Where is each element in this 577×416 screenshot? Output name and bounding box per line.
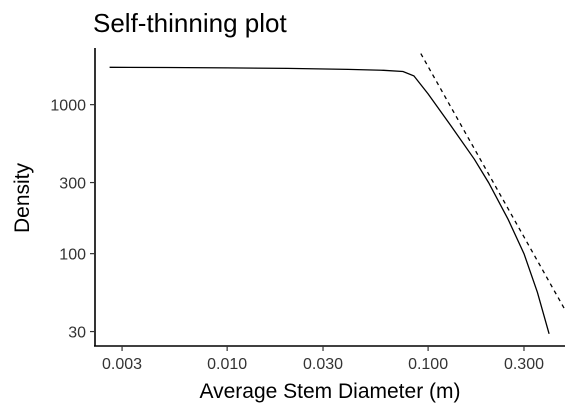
y-tick-label: 30 <box>68 325 86 342</box>
series-solid-line <box>109 66 550 334</box>
y-tick-label: 1000 <box>50 98 86 115</box>
x-axis-title: Average Stem Diameter (m) <box>199 380 460 403</box>
x-axis-ticks: 0.003 0.010 0.030 0.100 0.300 <box>102 346 544 373</box>
chart-title: Self-thinning plot <box>93 8 287 38</box>
plot-area <box>109 53 566 334</box>
x-tick-label: 0.010 <box>207 356 247 373</box>
x-tick-label: 0.100 <box>408 356 448 373</box>
x-tick-label: 0.300 <box>504 356 544 373</box>
y-tick-label: 100 <box>59 247 86 264</box>
y-axis-ticks: 30 100 300 1000 <box>50 98 95 342</box>
y-axis-title: Density <box>11 162 34 233</box>
series-dashed-line <box>420 53 566 311</box>
x-tick-label: 0.003 <box>102 356 142 373</box>
y-tick-label: 300 <box>59 176 86 193</box>
x-tick-label: 0.030 <box>303 356 343 373</box>
